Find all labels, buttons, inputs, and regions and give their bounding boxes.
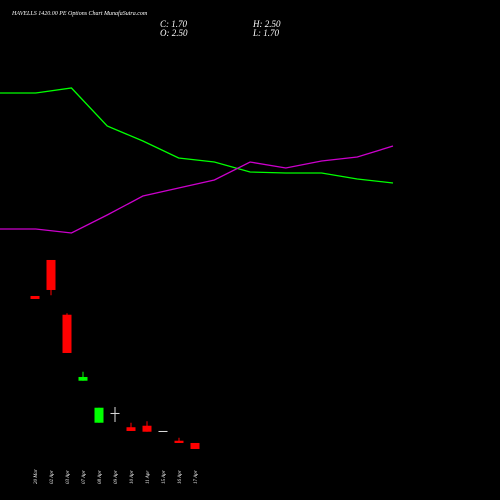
ohlc-label: C: 1.70 (160, 19, 188, 29)
indicator-line (0, 87, 394, 184)
x-tick-label: 16 Apr (178, 470, 183, 484)
ohlc-label: L: 1.70 (252, 28, 280, 38)
x-tick-label: 17 Apr (194, 470, 199, 484)
candle-body (158, 430, 168, 432)
candle-body (126, 427, 136, 431)
ohlc-label: O: 2.50 (160, 28, 188, 38)
candle-body (78, 376, 88, 381)
candle-body (94, 407, 104, 423)
x-tick-label: 02 Apr (50, 470, 55, 484)
candle-body (190, 442, 200, 449)
x-tick-label: 20 Mar (34, 469, 39, 484)
x-tick-label: 03 Apr (66, 470, 71, 484)
candle-body (142, 425, 152, 432)
x-tick-label: 10 Apr (130, 470, 135, 484)
indicator-line (0, 145, 394, 234)
candle-body (62, 314, 72, 353)
candle-body (110, 412, 120, 414)
candle-body (46, 259, 56, 290)
candle-body (30, 295, 40, 299)
ohlc-label: H: 2.50 (252, 19, 281, 29)
candle-body (174, 440, 184, 443)
x-tick-label: 15 Apr (162, 470, 167, 484)
x-tick-label: 07 Apr (82, 470, 87, 484)
x-tick-label: 08 Apr (98, 470, 103, 484)
x-tick-label: 09 Apr (114, 470, 119, 484)
x-tick-label: 11 Apr (146, 471, 151, 484)
chart-title: HAVELLS 1420.00 PE Options Chart MunafaS… (11, 10, 148, 17)
